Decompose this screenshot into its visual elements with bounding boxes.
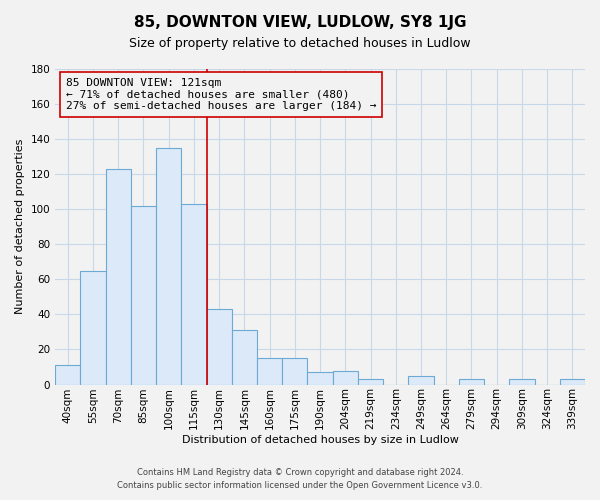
Bar [156,148,181,384]
Bar [181,204,206,384]
Text: Size of property relative to detached houses in Ludlow: Size of property relative to detached ho… [129,38,471,51]
Bar [282,358,307,384]
Bar [332,370,358,384]
Text: 85, DOWNTON VIEW, LUDLOW, SY8 1JG: 85, DOWNTON VIEW, LUDLOW, SY8 1JG [134,15,466,30]
X-axis label: Distribution of detached houses by size in Ludlow: Distribution of detached houses by size … [182,435,458,445]
Bar [206,309,232,384]
Bar [80,270,106,384]
Text: 85 DOWNTON VIEW: 121sqm
← 71% of detached houses are smaller (480)
27% of semi-d: 85 DOWNTON VIEW: 121sqm ← 71% of detache… [66,78,376,111]
Y-axis label: Number of detached properties: Number of detached properties [15,139,25,314]
Bar [409,376,434,384]
Text: Contains HM Land Registry data © Crown copyright and database right 2024.
Contai: Contains HM Land Registry data © Crown c… [118,468,482,490]
Bar [358,380,383,384]
Bar [560,380,585,384]
Bar [257,358,282,384]
Bar [509,380,535,384]
Bar [307,372,332,384]
Bar [55,366,80,384]
Bar [232,330,257,384]
Bar [459,380,484,384]
Bar [106,169,131,384]
Bar [131,206,156,384]
